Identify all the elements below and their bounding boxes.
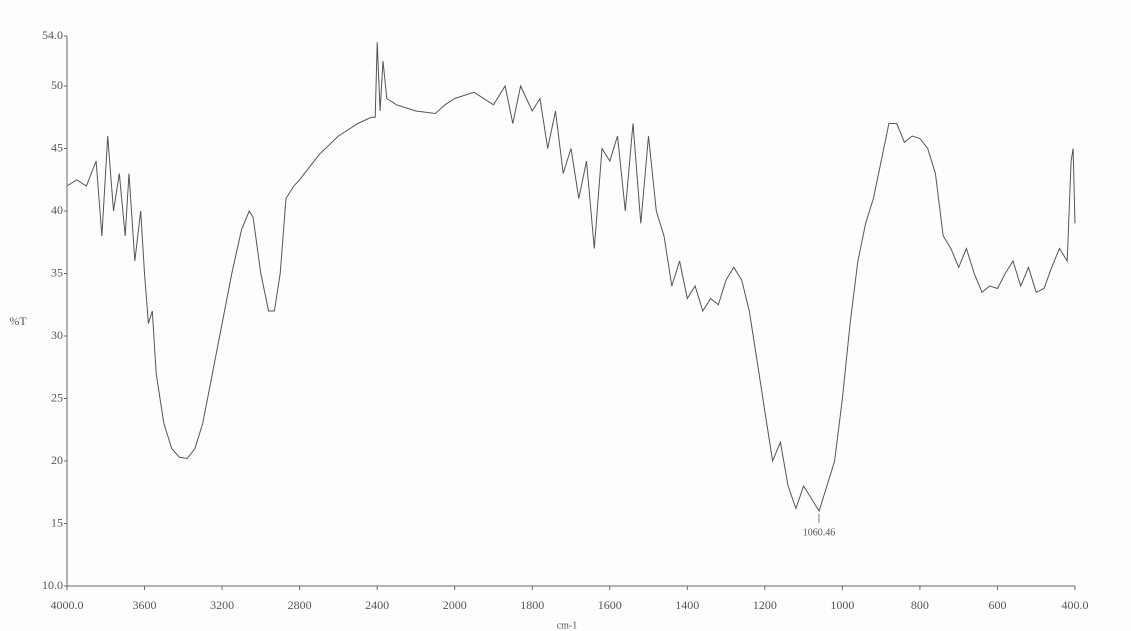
x-tick-label: 1400	[675, 598, 699, 612]
x-tick-label: 3200	[210, 598, 234, 612]
x-tick-label: 600	[988, 598, 1006, 612]
x-tick-label: 4000.0	[51, 598, 84, 612]
y-tick-label: 40	[51, 203, 63, 217]
spectrum-line	[66, 42, 1076, 513]
y-tick-label: 54.0	[42, 28, 63, 42]
y-tick-label: 30	[51, 328, 63, 342]
x-tick-label: 2400	[365, 598, 389, 612]
y-tick-label: 20	[51, 453, 63, 467]
x-tick-label: 2000	[443, 598, 467, 612]
annotation-label: 1060.46	[803, 527, 836, 538]
x-axis-label: cm-1	[557, 620, 578, 631]
x-tick-label: 1800	[520, 598, 544, 612]
x-tick-label: 800	[911, 598, 929, 612]
x-tick-label: 3600	[133, 598, 157, 612]
y-tick-label: 10.0	[42, 578, 63, 592]
x-tick-label: 1600	[598, 598, 622, 612]
y-tick-label: 45	[51, 140, 63, 154]
x-tick-label: 2800	[288, 598, 312, 612]
y-axis-label: %T	[9, 314, 27, 328]
y-tick-label: 15	[51, 515, 63, 529]
x-tick-label: 1000	[830, 598, 854, 612]
x-tick-label: 400.0	[1062, 598, 1089, 612]
y-tick-label: 25	[51, 390, 63, 404]
y-tick-label: 35	[51, 265, 63, 279]
y-tick-label: 50	[51, 78, 63, 92]
x-tick-label: 1200	[753, 598, 777, 612]
